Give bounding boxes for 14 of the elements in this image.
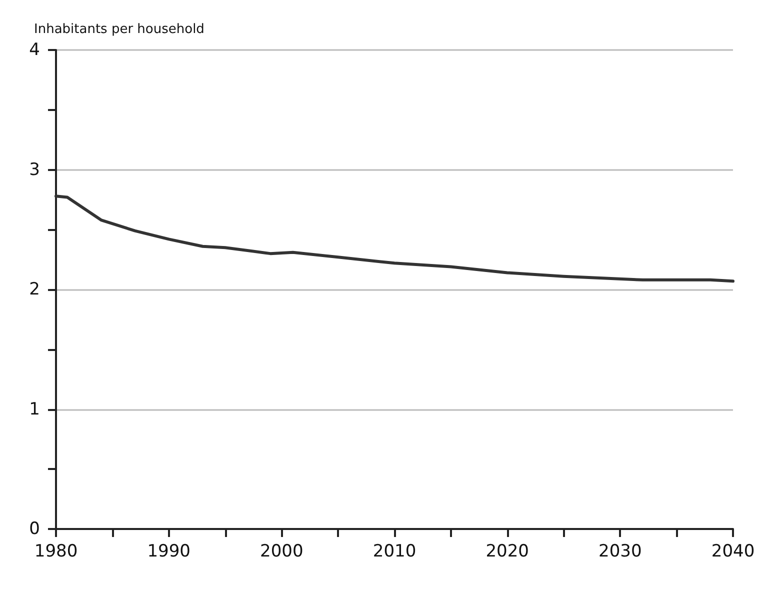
x-tick-label: 1990: [147, 542, 190, 562]
x-tick-label: 2030: [598, 542, 642, 562]
y-tick-label: 3: [29, 160, 40, 180]
x-tick-label: 2010: [372, 542, 416, 562]
x-tick-label: 2020: [486, 542, 529, 562]
y-tick-label: 4: [29, 40, 40, 60]
line-series: [54, 194, 734, 283]
y-axis-title: Inhabitants per household: [34, 22, 204, 37]
y-tick-label: 2: [29, 280, 40, 300]
y-tick-label: 0: [29, 519, 40, 539]
x-tick-label: 2040: [711, 542, 755, 562]
x-tick-label: 2000: [260, 542, 304, 562]
y-tick-label: 1: [29, 399, 40, 420]
x-tick-label: 1980: [34, 542, 78, 562]
